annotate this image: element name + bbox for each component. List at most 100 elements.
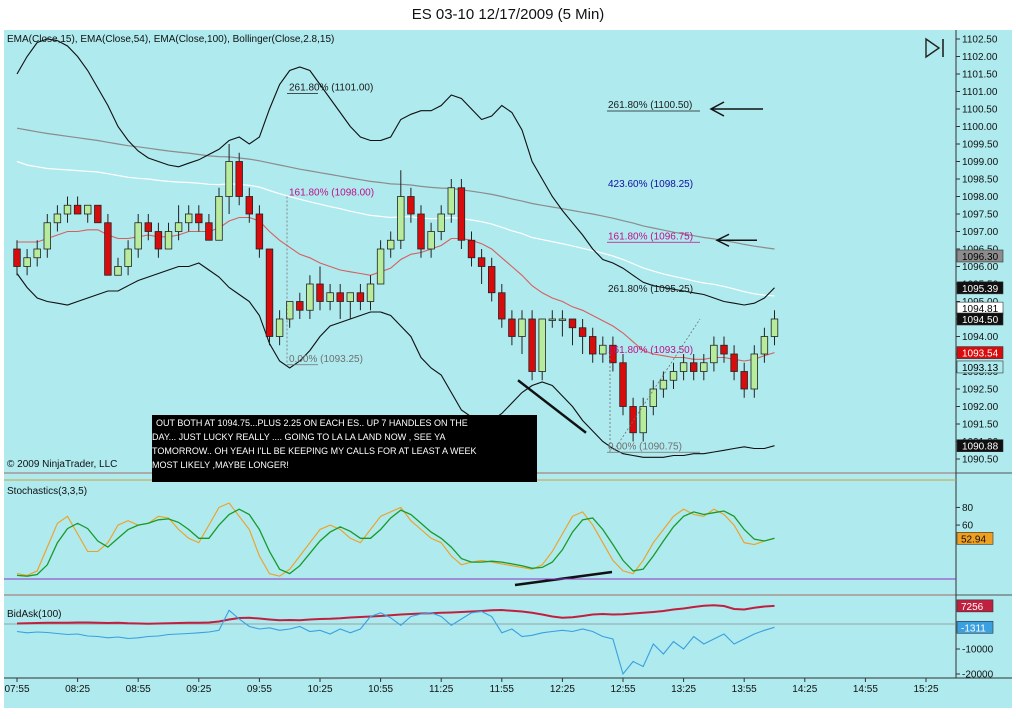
candle[interactable] [245, 187, 253, 223]
candle-body [336, 292, 344, 302]
candle[interactable] [508, 310, 516, 346]
candle-body [366, 283, 375, 302]
candle[interactable] [649, 380, 657, 416]
candle[interactable] [285, 301, 294, 328]
candle[interactable] [13, 240, 21, 276]
candle[interactable] [589, 327, 597, 363]
candle-body [477, 257, 486, 267]
candle[interactable] [558, 310, 567, 337]
candle[interactable] [457, 179, 466, 249]
candle[interactable] [568, 318, 577, 346]
candle[interactable] [720, 336, 728, 363]
candle[interactable] [205, 214, 213, 241]
price-panel-background [4, 30, 956, 472]
candle[interactable] [164, 222, 173, 250]
candle[interactable] [498, 284, 506, 328]
candle[interactable] [104, 214, 112, 276]
candle[interactable] [700, 354, 708, 381]
candle[interactable] [23, 249, 31, 276]
candle[interactable] [629, 397, 637, 442]
candle[interactable] [750, 345, 758, 398]
candle-body [144, 222, 152, 232]
candle[interactable] [195, 205, 203, 232]
candle[interactable] [84, 204, 92, 223]
ema15-line [17, 216, 775, 362]
time-tick-label: 09:55 [247, 684, 272, 695]
candle[interactable] [427, 222, 435, 258]
candle[interactable] [386, 231, 395, 258]
bidask-panel-background [4, 596, 956, 678]
candle-body [397, 196, 405, 241]
candle[interactable] [356, 284, 365, 311]
candle[interactable] [679, 354, 688, 381]
candle[interactable] [255, 205, 264, 258]
candle[interactable] [275, 310, 284, 346]
candle[interactable] [447, 179, 455, 223]
candle[interactable] [73, 196, 82, 215]
candle[interactable] [144, 214, 152, 241]
fib-level-label: 261.80% (1100.50) [608, 100, 692, 111]
price-marker-label: 1093.13 [962, 363, 999, 374]
candle[interactable] [316, 266, 324, 311]
candle[interactable] [336, 284, 344, 319]
candle[interactable] [134, 214, 142, 258]
candle[interactable] [94, 204, 102, 224]
candle[interactable] [265, 248, 274, 346]
candle[interactable] [174, 205, 183, 241]
candle[interactable] [114, 257, 122, 276]
candle[interactable] [710, 336, 718, 372]
candle[interactable] [53, 205, 62, 232]
price-marker [956, 249, 1004, 263]
candle-body [690, 362, 698, 372]
candle[interactable] [366, 275, 375, 311]
candle[interactable] [599, 336, 607, 363]
candle[interactable] [690, 354, 698, 381]
time-tick-label: 11:25 [429, 684, 454, 695]
candle[interactable] [538, 318, 546, 381]
candle[interactable] [43, 214, 51, 258]
candle[interactable] [407, 187, 415, 223]
candle[interactable] [225, 144, 233, 214]
candle[interactable] [477, 249, 486, 284]
candle[interactable] [730, 345, 738, 381]
candle[interactable] [740, 362, 748, 398]
candle[interactable] [487, 257, 496, 302]
candle[interactable] [63, 196, 72, 223]
candle[interactable] [578, 319, 587, 354]
candle[interactable] [124, 240, 132, 276]
candle[interactable] [154, 222, 163, 258]
candle[interactable] [528, 310, 536, 381]
candle[interactable] [397, 170, 405, 249]
candle[interactable] [417, 205, 425, 258]
candle[interactable] [669, 362, 678, 389]
candle[interactable] [326, 284, 334, 311]
candle-body [599, 344, 607, 355]
candle-body [558, 318, 567, 321]
candle[interactable] [548, 310, 556, 328]
candle[interactable] [184, 205, 193, 232]
candle[interactable] [760, 327, 769, 363]
candle-body [376, 248, 385, 285]
price-marker [956, 281, 1004, 295]
candle[interactable] [467, 231, 476, 267]
candle[interactable] [33, 240, 41, 267]
candle[interactable] [215, 187, 223, 241]
fib-level-label: 261.80% (1101.00) [289, 83, 373, 94]
candle[interactable] [296, 292, 304, 319]
time-tick-label: 13:55 [732, 684, 757, 695]
bollinger-upper-line [16, 38, 775, 306]
candle-body [750, 353, 758, 390]
candle[interactable] [376, 240, 385, 285]
candle-body [215, 196, 223, 241]
candle[interactable] [659, 371, 668, 398]
candle[interactable] [306, 275, 314, 319]
candle[interactable] [619, 354, 627, 416]
candle[interactable] [346, 292, 354, 319]
candle[interactable] [437, 205, 445, 241]
candle[interactable] [770, 310, 779, 346]
candle[interactable] [518, 310, 526, 354]
price-plot[interactable] [13, 38, 779, 458]
skip-forward-icon[interactable] [922, 35, 948, 61]
bidask-plot[interactable] [4, 604, 956, 676]
candle[interactable] [235, 152, 243, 206]
